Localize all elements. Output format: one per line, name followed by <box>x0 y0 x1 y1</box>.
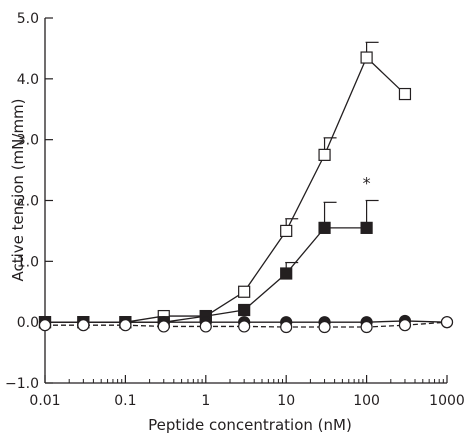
data-point <box>119 319 132 332</box>
y-tick-label-5: 5.0 <box>17 11 39 27</box>
y-tick-label--1: −1.0 <box>5 376 39 392</box>
x-tick-label-100: 100 <box>353 393 380 409</box>
series-line-filled-square <box>45 227 367 323</box>
y-tick-label-0: 0.0 <box>17 315 39 331</box>
x-tick-label-1000: 1000 <box>429 393 465 409</box>
significance-asterisk: * <box>363 173 371 192</box>
data-point <box>238 303 251 317</box>
series-layer <box>38 41 454 334</box>
series-filled-square <box>38 199 379 329</box>
series-open-circle <box>38 316 454 334</box>
data-point <box>318 320 331 334</box>
tick-labels: −1.0 0.0 1.0 2.0 3.0 4.0 5.0 0.01 0.1 1 10 100 1000 * <box>5 11 465 409</box>
data-point <box>360 221 373 234</box>
x-tick-label-1: 1 <box>201 393 210 409</box>
data-point <box>238 285 251 298</box>
x-tick-label-10: 10 <box>277 393 295 409</box>
x-axis-title: Peptide concentration (nM) <box>148 416 352 434</box>
data-point <box>38 319 52 332</box>
data-point <box>398 87 412 101</box>
x-tick-label-0-1: 0.1 <box>114 393 136 409</box>
data-point <box>77 319 90 332</box>
data-point <box>360 320 373 334</box>
data-point <box>398 319 412 332</box>
data-point <box>157 320 170 333</box>
data-point <box>440 316 454 329</box>
data-point <box>318 221 331 234</box>
y-tick-label-1: 1.0 <box>17 254 39 270</box>
data-point <box>280 267 293 280</box>
data-point <box>280 224 293 238</box>
y-axis-title: Active tension (mN/mm) <box>9 98 27 281</box>
x-tick-label-0-01: 0.01 <box>29 393 60 409</box>
data-point <box>280 320 293 334</box>
y-tick-label-3: 3.0 <box>17 133 39 149</box>
series-line-open-circle <box>45 321 448 328</box>
data-point <box>318 148 331 161</box>
series-line-open-square <box>45 56 406 323</box>
data-point <box>238 320 251 333</box>
series-open-square <box>38 41 412 329</box>
data-point <box>360 51 373 64</box>
data-point <box>199 320 212 333</box>
y-tick-label-4: 4.0 <box>17 72 39 88</box>
y-tick-label-2: 2.0 <box>17 194 39 210</box>
